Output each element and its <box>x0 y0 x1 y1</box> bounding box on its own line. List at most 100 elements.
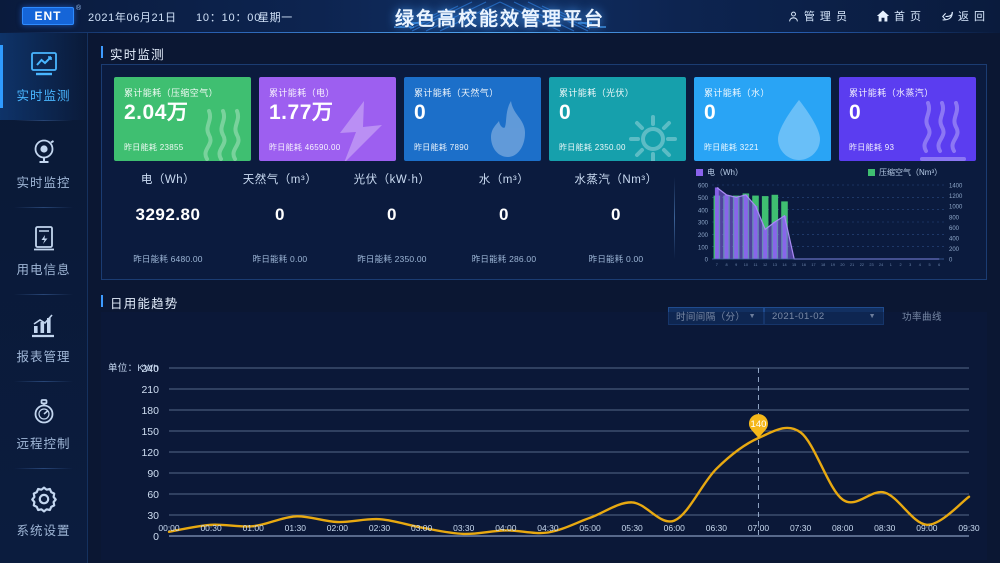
section-title-realtime: 实时监测 <box>101 44 165 63</box>
legend-item-electricity[interactable]: 电（Wh） <box>696 167 743 178</box>
svg-text:8: 8 <box>725 263 727 267</box>
metrics-row: 电（Wh） 3292.80 昨日能耗 6480.00 天然气（m³） 0 昨日能… <box>112 171 672 271</box>
card-value: 0 <box>559 101 572 124</box>
legend-item-compressed-air[interactable]: 压缩空气（Nm³） <box>868 167 942 178</box>
svg-text:22: 22 <box>860 263 864 267</box>
card-value: 1.77万 <box>269 101 334 124</box>
svg-text:17: 17 <box>811 263 815 267</box>
svg-text:16: 16 <box>802 263 806 267</box>
x-axis-tick: 02:00 <box>326 523 349 533</box>
metric-sub-value: 0.00 <box>290 254 308 264</box>
svg-text:600: 600 <box>949 226 960 232</box>
svg-text:400: 400 <box>698 208 709 214</box>
sidebar-item-report-management[interactable]: 报表管理 <box>0 294 87 381</box>
card-value: 0 <box>414 101 427 124</box>
chart-controls: 时间间隔（分） ▼ 2021-01-02 ▼ 功率曲线 <box>668 307 988 325</box>
home-icon <box>876 10 890 22</box>
svg-text:1000: 1000 <box>949 205 963 211</box>
metric-subtext: 昨日能耗 6480.00 <box>112 253 224 265</box>
metric-value: 3292.80 <box>135 205 201 224</box>
stopwatch-icon <box>34 398 53 423</box>
card-subtext: 昨日能耗 2350.00 <box>559 142 626 153</box>
x-axis-tick: 03:30 <box>453 523 475 533</box>
x-axis-tick: 09:30 <box>958 523 980 533</box>
card-subtext: 昨日能耗 23855 <box>124 142 183 153</box>
sidebar-item-realtime-surveillance[interactable]: 实时监控 <box>0 120 87 207</box>
metric-sub-value: 0.00 <box>626 254 644 264</box>
card-sub-label: 昨日能耗 <box>269 143 303 152</box>
interval-select-label: 时间间隔（分） <box>676 312 746 323</box>
realtime-panel: 累计能耗（压缩空气） 2.04万 昨日能耗 23855 累计能耗（电） 1.77… <box>101 64 987 280</box>
metric-subtext: 昨日能耗 0.00 <box>224 253 336 265</box>
svg-text:0: 0 <box>705 258 709 264</box>
x-axis-tick: 08:30 <box>874 523 896 533</box>
sidebar-item-label: 实时监测 <box>16 88 71 103</box>
sidebar-item-power-info[interactable]: 用电信息 <box>0 207 87 294</box>
page-title: 绿色高校能效管理平台 <box>394 9 605 30</box>
date-select[interactable]: 2021-01-02 ▼ <box>764 307 884 325</box>
legend-label: 电（Wh） <box>707 168 743 177</box>
metric-electricity: 电（Wh） 3292.80 昨日能耗 6480.00 <box>112 171 224 271</box>
header-user-label: 管 理 员 <box>803 11 848 23</box>
mini-chart-legend: 电（Wh） 压缩空气（Nm³） <box>682 167 978 179</box>
trend-chart-plot[interactable]: 0 30 60 90 120 150 180 210 240 140 <box>101 360 987 560</box>
x-axis-tick: 00:00 <box>158 523 180 533</box>
x-axis-tick: 09:00 <box>916 523 938 533</box>
legend-swatch <box>696 169 703 176</box>
metric-sub-label: 昨日能耗 <box>252 254 288 264</box>
header-back-button[interactable]: 返 回 <box>939 8 986 24</box>
sidebar-item-system-settings[interactable]: 系统设置 <box>0 468 87 555</box>
interval-select[interactable]: 时间间隔（分） ▼ <box>668 307 764 325</box>
header-weekday: 星期一 <box>258 12 293 24</box>
svg-text:140: 140 <box>751 419 767 430</box>
lightning-bolt-icon <box>340 101 382 161</box>
card-title: 累计能耗（水） <box>704 88 770 98</box>
metric-subtext: 昨日能耗 286.00 <box>448 253 560 265</box>
header-time: 10：10：00 <box>196 12 262 24</box>
x-axis-tick: 00:30 <box>200 523 222 533</box>
sidebar-item-remote-control[interactable]: 远程控制 <box>0 381 87 468</box>
svg-text:180: 180 <box>141 405 159 417</box>
card-electricity[interactable]: 累计能耗（电） 1.77万 昨日能耗 46590.00 <box>259 77 396 161</box>
card-photovoltaic[interactable]: 累计能耗（光伏） 0 昨日能耗 2350.00 <box>549 77 686 161</box>
card-steam[interactable]: 累计能耗（水蒸汽） 0 昨日能耗 93 <box>839 77 976 161</box>
svg-text:5: 5 <box>928 263 930 267</box>
card-natural-gas[interactable]: 累计能耗（天然气） 0 昨日能耗 7890 <box>404 77 541 161</box>
header-user-button[interactable]: 管 理 员 <box>787 8 848 24</box>
header-home-button[interactable]: 首 页 <box>876 8 922 24</box>
camera-icon <box>34 139 54 163</box>
x-axis-tick: 06:00 <box>663 523 685 533</box>
flame-icon <box>491 101 525 157</box>
trend-unit-label: 单位：KWh <box>108 363 159 374</box>
svg-text:200: 200 <box>949 247 960 253</box>
date-select-value: 2021-01-02 <box>772 310 825 322</box>
card-water[interactable]: 累计能耗（水） 0 昨日能耗 3221 <box>694 77 831 161</box>
svg-text:0: 0 <box>153 531 159 543</box>
svg-text:210: 210 <box>141 384 159 396</box>
svg-text:300: 300 <box>698 221 709 227</box>
mini-chart: 电（Wh） 压缩空气（Nm³） 0 100 200 300 400 500 600 0 200 4… <box>682 167 978 271</box>
svg-text:150: 150 <box>141 426 159 438</box>
svg-text:18: 18 <box>821 263 825 267</box>
svg-text:1400: 1400 <box>949 184 963 190</box>
x-axis-tick: 07:00 <box>747 523 770 533</box>
power-curve-link[interactable]: 功率曲线 <box>902 312 943 323</box>
card-compressed-air[interactable]: 累计能耗（压缩空气） 2.04万 昨日能耗 23855 <box>114 77 251 161</box>
card-subtext: 昨日能耗 93 <box>849 142 894 153</box>
svg-text:600: 600 <box>698 184 709 190</box>
legend-swatch <box>868 169 875 176</box>
x-axis-tick: 05:00 <box>579 523 601 533</box>
mini-chart-plot[interactable]: 0 100 200 300 400 500 600 0 200 400 600 800 1000 1200… <box>682 181 978 271</box>
header-date: 2021年06月21日 <box>88 12 177 24</box>
svg-text:800: 800 <box>949 215 960 221</box>
svg-text:13: 13 <box>773 263 777 267</box>
daily-trend-chart: 单位：KWh 0 30 60 90 120 150 180 210 240 140 00:00 00… <box>101 312 987 560</box>
card-sub-label: 昨日能耗 <box>414 143 448 152</box>
monitor-chart-icon <box>30 51 57 75</box>
metric-photovoltaic: 光伏（kW·h） 0 昨日能耗 2350.00 <box>336 171 448 271</box>
metric-sub-label: 昨日能耗 <box>471 254 507 264</box>
svg-text:0: 0 <box>949 258 953 264</box>
x-axis-tick: 04:00 <box>495 523 517 533</box>
metric-value: 0 <box>611 205 621 224</box>
sidebar-item-realtime-monitoring[interactable]: 实时监测 <box>0 33 87 120</box>
